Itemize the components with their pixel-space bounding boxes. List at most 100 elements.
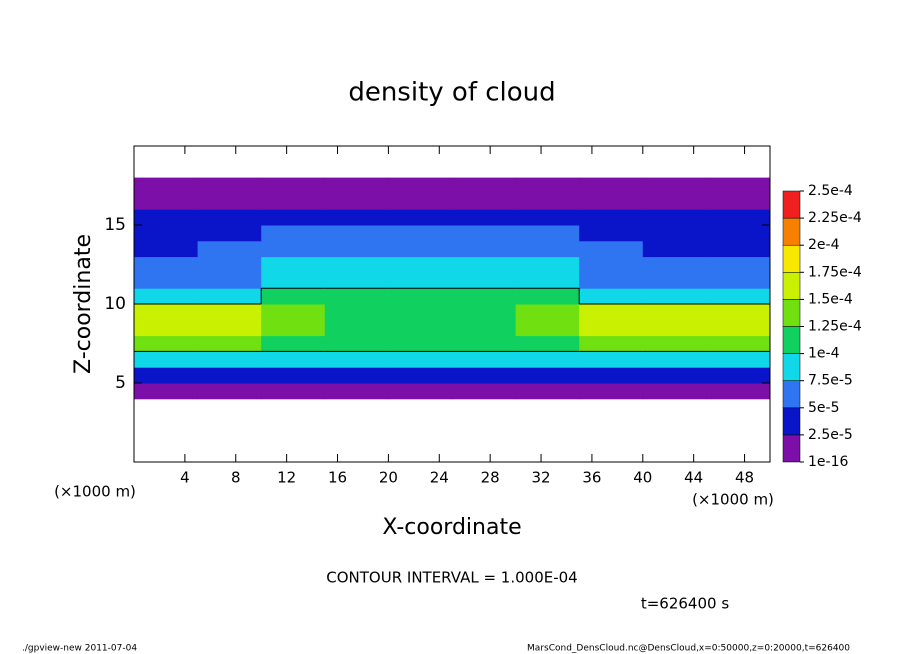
heat-cell <box>197 288 262 305</box>
colorbar-box <box>782 299 801 327</box>
heat-cell <box>706 272 771 289</box>
heat-cell <box>642 193 707 210</box>
heat-cell <box>579 193 644 210</box>
heat-cell <box>706 383 771 400</box>
heat-cell <box>515 193 580 210</box>
heat-cell <box>261 272 326 289</box>
heat-cell <box>452 335 517 352</box>
heat-cell <box>579 335 644 352</box>
heat-cell <box>388 240 453 258</box>
heat-cell <box>515 256 580 273</box>
heat-cell <box>324 351 389 368</box>
heat-cell <box>134 177 199 194</box>
heat-cell <box>261 383 326 400</box>
heat-cell <box>706 225 771 242</box>
heat-cell <box>642 383 707 400</box>
heat-cell <box>515 367 580 384</box>
heat-cell <box>388 177 453 194</box>
contour-interval: CONTOUR INTERVAL = 1.000E-04 <box>326 569 577 587</box>
heat-cell <box>388 272 453 289</box>
footer-left: ./gpview-new 2011-07-04 <box>22 644 137 654</box>
x-axis-label: X-coordinate <box>382 515 521 540</box>
colorbar-label: 7.5e-5 <box>808 373 853 389</box>
heat-cell <box>388 367 453 384</box>
heat-cell <box>515 177 580 194</box>
heat-cell <box>579 177 644 194</box>
heat-cell <box>197 335 262 352</box>
heat-cell <box>642 335 707 352</box>
heat-cell <box>134 272 199 289</box>
heat-cell <box>706 177 771 194</box>
heat-cell <box>706 240 771 258</box>
y-tick-label: 5 <box>115 373 126 393</box>
time-label: t=626400 s <box>641 595 729 613</box>
heat-cell <box>134 256 199 273</box>
heat-cell <box>515 272 580 289</box>
heat-cell <box>261 351 326 368</box>
chart-title: density of cloud <box>348 78 555 108</box>
colorbar-box <box>782 272 801 300</box>
y-axis-label: Z-coordinate <box>71 234 96 374</box>
heat-cell <box>324 288 389 305</box>
heat-cell <box>452 177 517 194</box>
heat-cell <box>515 383 580 400</box>
heat-cell <box>261 335 326 352</box>
x-tick-label: 48 <box>735 469 754 487</box>
heat-cell <box>579 209 644 226</box>
heat-cell <box>706 209 771 226</box>
heat-cell <box>642 256 707 273</box>
heat-cell <box>579 367 644 384</box>
heat-cell <box>515 225 580 242</box>
heat-cell <box>452 319 517 337</box>
heat-cell <box>197 319 262 337</box>
heat-cell <box>134 319 199 337</box>
heat-cell <box>579 240 644 258</box>
y-unit: (×1000 m) <box>54 483 136 501</box>
heat-cell <box>452 256 517 273</box>
heat-cell <box>642 209 707 226</box>
heat-cell <box>197 304 262 321</box>
heat-cell <box>134 335 199 352</box>
heat-cell <box>642 351 707 368</box>
heat-cell <box>452 367 517 384</box>
colorbar-label: 2e-4 <box>808 237 840 253</box>
x-tick-label: 24 <box>430 469 449 487</box>
colorbar-box <box>782 434 801 463</box>
heat-cell <box>197 383 262 400</box>
colorbar-box <box>782 353 801 381</box>
colorbar-label: 2.5e-4 <box>808 183 853 199</box>
heat-cell <box>388 288 453 305</box>
x-tick-label: 12 <box>277 469 296 487</box>
colorbar-box <box>782 244 801 273</box>
heat-cell <box>324 240 389 258</box>
colorbar-box <box>782 380 801 409</box>
heat-cell <box>642 288 707 305</box>
heat-cell <box>197 240 262 258</box>
heat-cell <box>134 225 199 242</box>
x-tick-label: 16 <box>328 469 347 487</box>
heat-cell <box>706 319 771 337</box>
heat-cell <box>197 193 262 210</box>
heat-cell <box>197 225 262 242</box>
heat-cell <box>197 367 262 384</box>
x-tick-label: 8 <box>231 469 241 487</box>
heat-cell <box>261 225 326 242</box>
heat-cell <box>388 351 453 368</box>
colorbar-box <box>782 326 801 354</box>
y-tick-label: 10 <box>104 294 126 314</box>
x-tick-label: 44 <box>684 469 703 487</box>
heat-cell <box>579 288 644 305</box>
heat-cell <box>197 351 262 368</box>
heat-cell <box>261 209 326 226</box>
colorbar-box <box>782 217 801 246</box>
heat-cell <box>579 351 644 368</box>
heat-cell <box>324 209 389 226</box>
heat-cell <box>515 335 580 352</box>
heat-cell <box>324 319 389 337</box>
heat-cell <box>452 383 517 400</box>
heat-cell <box>261 256 326 273</box>
heat-cell <box>515 209 580 226</box>
heat-cell <box>324 177 389 194</box>
heat-cell <box>197 177 262 194</box>
y-tick-label: 15 <box>104 215 126 235</box>
